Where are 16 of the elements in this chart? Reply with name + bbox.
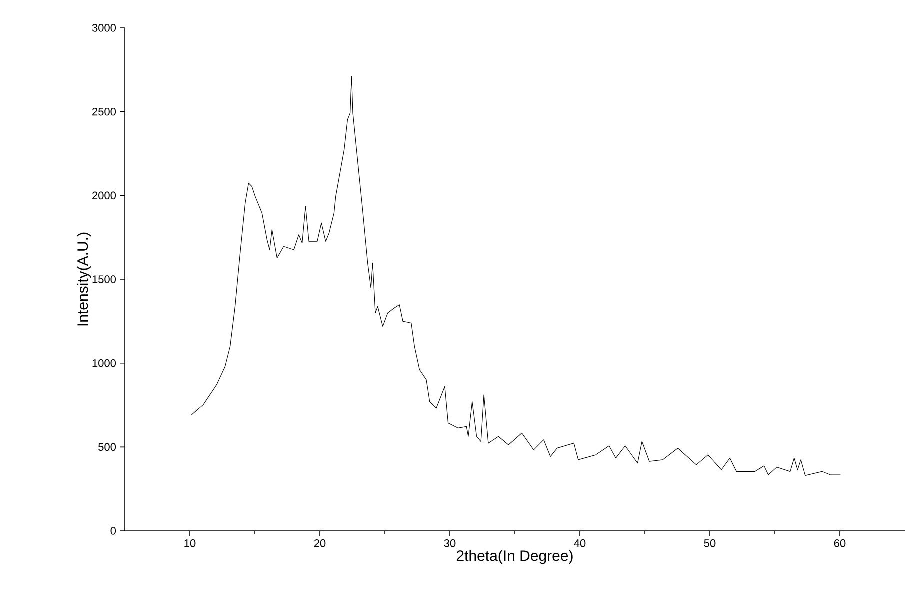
y-tick-label: 2000 xyxy=(92,192,116,200)
x-tick-label: 60 xyxy=(834,540,846,548)
x-tick-label: 40 xyxy=(574,540,586,548)
y-tick-label: 3000 xyxy=(92,24,116,32)
y-tick-label: 0 xyxy=(110,527,116,535)
x-tick-label: 10 xyxy=(184,540,196,548)
x-tick-label: 20 xyxy=(314,540,326,548)
y-tick-label: 1000 xyxy=(92,359,116,368)
y-tick-label: 1500 xyxy=(92,276,116,284)
y-tick-label: 500 xyxy=(98,443,116,452)
y-axis-title: Intensity(A.U.) xyxy=(77,232,92,326)
x-axis-title: 2theta(In Degree) xyxy=(456,550,573,564)
y-tick-label: 2500 xyxy=(92,108,116,116)
x-tick-label: 30 xyxy=(444,540,456,548)
x-tick-label: 50 xyxy=(704,540,716,548)
line-series xyxy=(191,76,841,476)
